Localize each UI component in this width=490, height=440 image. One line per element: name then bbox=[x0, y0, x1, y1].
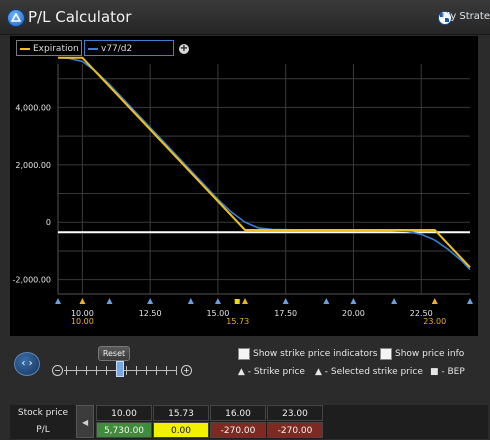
stock-price-cell-3: 16.00 bbox=[210, 405, 266, 421]
zoom-tick bbox=[176, 366, 177, 375]
title-bar: P/L Calculator My Strate bbox=[0, 0, 490, 35]
expiration-line bbox=[58, 56, 471, 268]
pl-cell-1: 5,730.00 bbox=[96, 422, 152, 438]
strike-marker bbox=[147, 298, 154, 304]
key-bep-text: ■ - BEP bbox=[430, 367, 465, 377]
y-tick-label: 0 bbox=[46, 218, 51, 227]
zoom-tick bbox=[126, 366, 127, 375]
pl-cell-4: -270.00 bbox=[267, 422, 323, 438]
pl-cell-2: 0.00 bbox=[153, 422, 209, 438]
zoom-tick bbox=[76, 366, 77, 375]
selected-strike-marker bbox=[242, 298, 249, 304]
strike-marker bbox=[323, 298, 330, 304]
strike-marker bbox=[106, 298, 113, 304]
selected-strike-label: 23.00 bbox=[423, 317, 446, 326]
legend-t-curve[interactable]: v77/d2 bbox=[84, 40, 174, 56]
pl-cell-3: -270.00 bbox=[210, 422, 266, 438]
selected-strike-marker bbox=[79, 298, 86, 304]
stock-price-row-label: Stock price bbox=[17, 408, 69, 418]
my-strategies-icon[interactable] bbox=[438, 11, 452, 25]
strike-marker bbox=[391, 298, 398, 304]
pl-row-label: P/L bbox=[36, 425, 50, 435]
x-tick-label: 10.00 bbox=[71, 309, 94, 318]
show-price-info-label: Show price info bbox=[395, 349, 465, 359]
expiration-swatch-icon bbox=[20, 48, 30, 50]
show-strike-indicators-checkbox[interactable] bbox=[238, 348, 250, 360]
zoom-in-icon[interactable]: + bbox=[181, 365, 192, 376]
zoom-tick bbox=[86, 366, 87, 375]
y-tick-label: 2,000.00 bbox=[15, 161, 51, 170]
strike-marker bbox=[55, 298, 61, 304]
zoom-tick bbox=[136, 366, 137, 375]
zoom-slider-thumb[interactable] bbox=[116, 361, 124, 377]
pl-chart[interactable]: Expiration v77/d2 + 4,000.00 2,000.00 0 -2,… bbox=[10, 36, 478, 336]
reset-button[interactable]: Reset bbox=[98, 346, 130, 361]
legend-t-curve-label: v77/d2 bbox=[101, 44, 133, 54]
strike-marker bbox=[214, 298, 221, 304]
table-scroll-left-button[interactable]: ◀ bbox=[76, 405, 94, 438]
key-strike-text: ▲ - Strike price bbox=[237, 367, 305, 377]
selected-strike-marker bbox=[431, 298, 438, 304]
strike-marker bbox=[187, 298, 194, 304]
add-curve-button[interactable]: + bbox=[179, 43, 189, 54]
x-tick-label: 22.50 bbox=[410, 309, 433, 318]
left-arrow-icon: ◀ bbox=[82, 418, 89, 427]
pl-plot-svg: 4,000.00 2,000.00 0 -2,000.00 10.00 12.50 15.0… bbox=[12, 56, 473, 326]
show-price-info-checkbox[interactable] bbox=[380, 348, 392, 360]
zoom-tick bbox=[66, 366, 67, 375]
y-tick-label: 4,000.00 bbox=[15, 103, 51, 112]
pan-arrows-button[interactable]: ‹ › bbox=[14, 352, 40, 376]
y-tick-label: -2,000.00 bbox=[12, 276, 51, 285]
t-curve-swatch-icon bbox=[88, 48, 98, 50]
stock-price-cell-4: 23.00 bbox=[267, 405, 323, 421]
x-tick-label: 15.00 bbox=[206, 309, 229, 318]
stock-price-cell-2: 15.73 bbox=[153, 405, 209, 421]
zoom-tick bbox=[96, 366, 97, 375]
legend-expiration-label: Expiration bbox=[33, 44, 79, 54]
legend-expiration[interactable]: Expiration bbox=[16, 40, 82, 56]
t-curve-line bbox=[57, 56, 471, 271]
zoom-tick bbox=[166, 366, 167, 375]
pl-table: Stock price P/L ◀ 10.00 15.73 16.00 23.0… bbox=[10, 405, 488, 439]
zoom-out-icon[interactable]: − bbox=[52, 365, 63, 376]
strike-marker bbox=[467, 298, 473, 304]
key-selected-text: ▲ - Selected strike price bbox=[315, 367, 423, 377]
key-strike-price: ▲▲ - Strike price bbox=[237, 367, 305, 377]
zoom-tick bbox=[156, 366, 157, 375]
x-tick-label: 17.50 bbox=[274, 309, 297, 318]
window-title: P/L Calculator bbox=[28, 8, 132, 26]
calculator-app-icon bbox=[7, 9, 25, 27]
strike-marker bbox=[282, 298, 289, 304]
selected-strike-label: 10.00 bbox=[71, 317, 94, 326]
selected-strike-label: 15.73 bbox=[226, 317, 249, 326]
stock-price-cell-1: 10.00 bbox=[96, 405, 152, 421]
show-strike-indicators-label: Show strike price indicators bbox=[253, 349, 378, 359]
strike-marker bbox=[350, 298, 357, 304]
key-bep: ■ - BEP bbox=[430, 367, 465, 377]
x-tick-label: 20.00 bbox=[342, 309, 365, 318]
zoom-tick bbox=[106, 366, 107, 375]
key-selected-strike: ▲ - Selected strike price bbox=[315, 367, 423, 377]
bep-marker bbox=[234, 299, 240, 304]
x-tick-label: 12.50 bbox=[139, 309, 162, 318]
my-strategies-link[interactable]: My Strate bbox=[441, 11, 490, 22]
zoom-tick bbox=[146, 366, 147, 375]
